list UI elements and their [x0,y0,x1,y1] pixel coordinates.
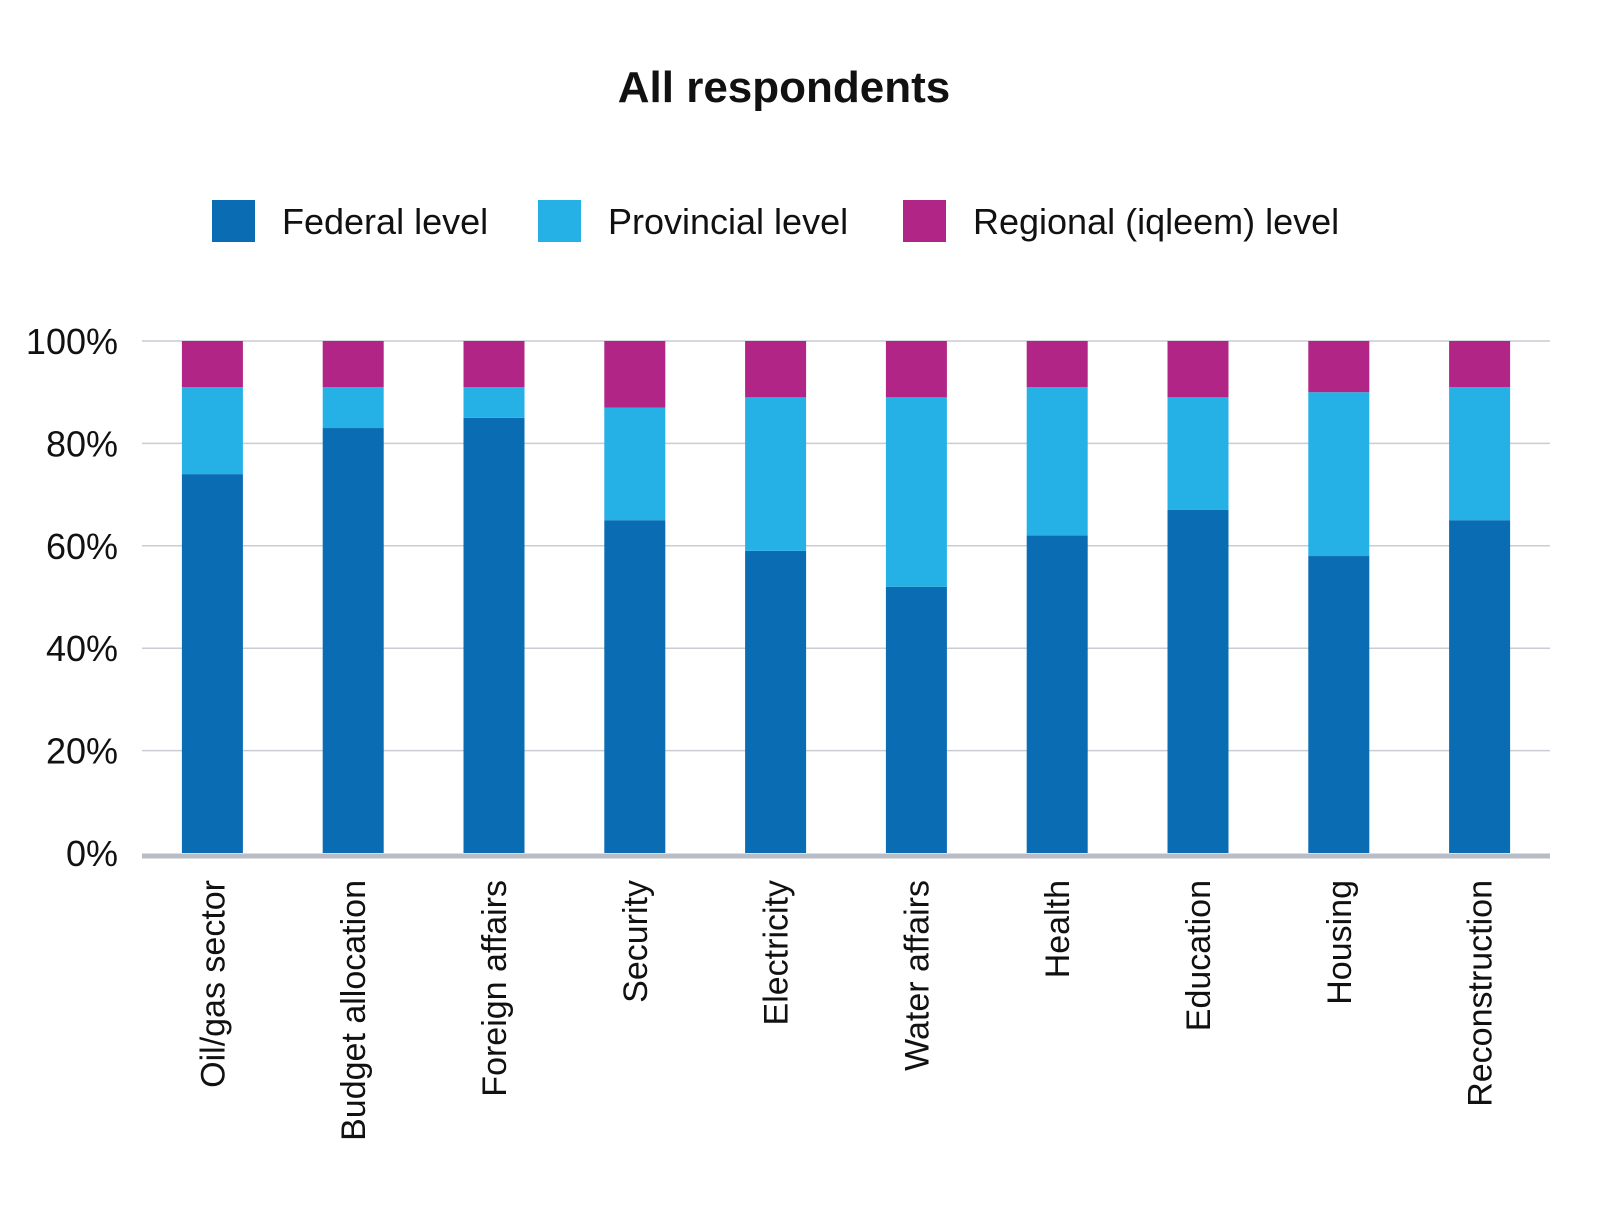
bar-segment [181,474,243,853]
bar-segment [322,387,384,429]
bar-segment [1308,392,1370,557]
x-axis-labels: Oil/gas sector Budget allocation Foreign a… [194,880,1499,1141]
legend-swatch [212,200,255,242]
legend-swatch [903,200,946,242]
legend: Federal level Provincial level Regional (i… [212,200,1339,242]
x-tick-label: Oil/gas sector [194,880,232,1088]
legend-label: Federal level [282,201,488,242]
bar-segment [1167,341,1229,398]
legend-label: Regional (iqleem) level [973,201,1339,242]
bar-segment [604,407,666,521]
bar-segment [463,341,525,388]
bar-segment [1308,556,1370,853]
bar-segment [1449,341,1511,388]
x-tick-label: Reconstruction [1462,880,1500,1107]
x-tick-label: Budget allocation [335,880,373,1141]
chart-title: All respondents [618,63,951,112]
y-tick-label: 40% [46,628,118,669]
bar-segment [1308,341,1370,393]
y-tick-label: 80% [46,423,118,464]
bar-segment [885,586,947,853]
bar-segment [885,341,947,398]
bar-segment [181,341,243,388]
bar-segment [1449,520,1511,853]
y-tick-label: 20% [46,731,118,772]
bar-segment [181,387,243,475]
bar-segment [1167,397,1229,510]
x-tick-label: Housing [1321,880,1359,1005]
bar-segment [604,341,666,408]
x-tick-label: Electricity [758,880,796,1025]
bar-segment [463,387,525,418]
y-tick-label: 0% [66,833,118,874]
bar-segment [604,520,666,853]
legend-label: Provincial level [608,201,848,242]
y-tick-label: 100% [26,321,118,362]
x-tick-label: Water affairs [898,880,936,1071]
x-tick-label: Security [617,880,655,1003]
bar-segment [1026,341,1088,388]
bars [142,341,1550,859]
bar-segment [1167,509,1229,853]
x-tick-label: Education [1180,880,1218,1031]
bar-segment [322,341,384,388]
y-axis-ticks: 0% 20% 40% 60% 80% 100% [26,321,118,874]
bar-segment [1026,535,1088,853]
bar-segment [1026,387,1088,536]
legend-swatch [538,200,581,242]
x-tick-label: Foreign affairs [476,880,514,1097]
bar-segment [1449,387,1511,521]
y-tick-label: 60% [46,526,118,567]
bar-segment [745,341,807,398]
bar-segment [745,550,807,853]
bar-segment [745,397,807,551]
x-tick-label: Health [1039,880,1077,978]
bar-segment [463,417,525,853]
bar-segment [885,397,947,587]
bar-segment [322,428,384,853]
